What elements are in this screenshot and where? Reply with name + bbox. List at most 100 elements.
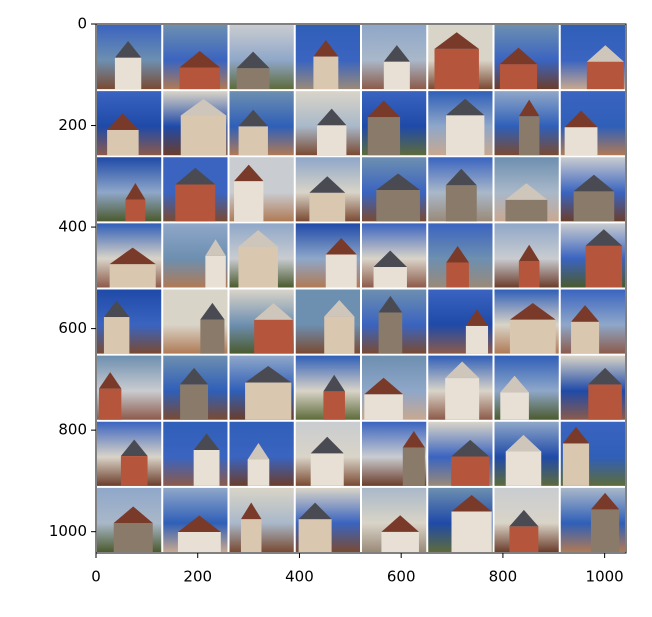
building xyxy=(325,254,357,288)
building xyxy=(107,129,139,156)
building xyxy=(588,384,622,420)
building xyxy=(586,61,624,90)
roof xyxy=(373,250,407,268)
y-tick-label: 0 xyxy=(77,15,87,33)
roof xyxy=(238,230,278,247)
roof xyxy=(245,365,292,383)
building xyxy=(518,116,540,156)
building xyxy=(200,319,225,354)
roof xyxy=(310,436,344,454)
image-grid xyxy=(97,25,625,552)
building xyxy=(505,199,548,222)
building xyxy=(324,316,355,354)
roof xyxy=(309,176,346,193)
building xyxy=(298,519,332,552)
building xyxy=(234,181,264,222)
roof xyxy=(324,300,355,317)
x-tick-label: 1000 xyxy=(586,568,624,586)
roof xyxy=(99,372,122,389)
building xyxy=(378,312,403,354)
roof xyxy=(247,442,270,460)
roof xyxy=(200,302,225,320)
axes-frame xyxy=(95,23,627,554)
roof xyxy=(445,361,480,379)
building xyxy=(238,246,278,288)
building xyxy=(99,388,122,420)
building xyxy=(316,125,347,156)
building xyxy=(193,449,220,486)
roof xyxy=(500,375,529,393)
roof xyxy=(109,247,156,265)
x-tick-label: 400 xyxy=(285,568,314,586)
building xyxy=(247,459,270,486)
building xyxy=(238,126,268,156)
building xyxy=(451,511,492,552)
roof xyxy=(205,239,226,256)
roof xyxy=(325,237,357,255)
roof xyxy=(383,45,410,62)
roof xyxy=(193,433,220,450)
roof xyxy=(177,515,221,532)
building xyxy=(518,261,540,288)
building xyxy=(309,192,346,222)
building xyxy=(562,443,590,486)
building xyxy=(177,531,221,552)
building xyxy=(590,509,620,552)
building xyxy=(446,262,469,288)
building xyxy=(383,61,410,90)
building xyxy=(175,184,216,222)
roof xyxy=(313,40,339,57)
building xyxy=(585,245,623,288)
building xyxy=(573,191,615,222)
building xyxy=(179,67,221,90)
roof xyxy=(573,174,615,192)
y-tick-label: 400 xyxy=(58,218,87,236)
roof xyxy=(298,502,332,520)
building xyxy=(445,185,477,222)
building xyxy=(509,319,556,354)
building xyxy=(240,519,262,552)
building xyxy=(367,117,401,156)
building xyxy=(434,48,479,90)
image-tile xyxy=(229,487,294,552)
building xyxy=(564,127,598,156)
roof xyxy=(254,303,293,320)
building xyxy=(125,199,146,222)
roof xyxy=(571,305,600,322)
roof xyxy=(323,374,345,392)
roof xyxy=(381,515,419,532)
building xyxy=(446,115,485,156)
roof xyxy=(505,434,542,452)
roof xyxy=(364,377,403,395)
x-tick-label: 200 xyxy=(183,568,212,586)
building xyxy=(451,456,490,486)
roof xyxy=(499,47,538,65)
building xyxy=(254,319,293,354)
building xyxy=(402,447,425,486)
building xyxy=(445,378,480,420)
roof xyxy=(114,41,142,58)
roof xyxy=(518,244,540,262)
y-tick-label: 600 xyxy=(58,319,87,337)
roof xyxy=(107,113,139,130)
roof xyxy=(120,439,148,457)
building xyxy=(571,321,600,354)
roof xyxy=(446,98,485,116)
building xyxy=(109,264,156,288)
building xyxy=(465,325,489,354)
building xyxy=(103,317,130,354)
roof xyxy=(175,167,216,185)
y-tick-label: 800 xyxy=(58,421,87,439)
building xyxy=(120,456,148,486)
roof xyxy=(434,32,479,49)
building xyxy=(323,391,345,420)
building xyxy=(509,526,539,552)
roof xyxy=(509,303,556,320)
roof xyxy=(234,164,264,182)
building xyxy=(180,384,209,420)
building xyxy=(373,267,407,288)
building xyxy=(505,451,542,486)
building xyxy=(313,56,339,90)
roof xyxy=(402,431,425,448)
